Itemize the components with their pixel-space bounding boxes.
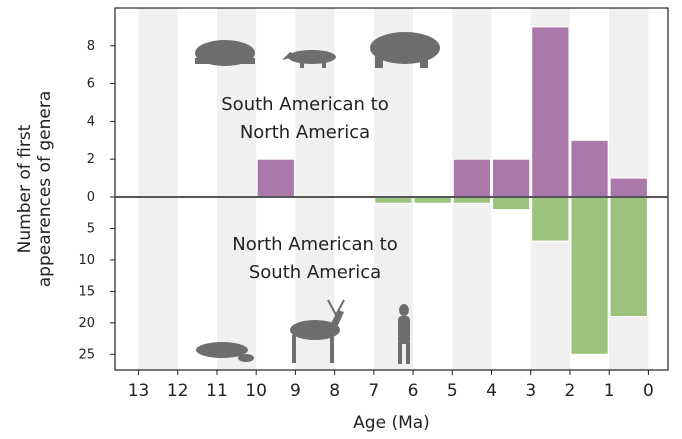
y2-tick-label: 10 xyxy=(78,253,95,268)
x-tick-label: 10 xyxy=(245,381,267,401)
x-axis-label: Age (Ma) xyxy=(353,413,430,433)
series-label: North America xyxy=(240,122,370,143)
bar xyxy=(256,158,295,198)
bar xyxy=(452,158,492,198)
series-label: North American to xyxy=(232,234,398,255)
y-tick-label: 8 xyxy=(87,39,95,54)
x-tick-label: 4 xyxy=(486,381,497,401)
plot-frame xyxy=(114,7,669,371)
bar xyxy=(570,139,609,198)
x-tick-label: 7 xyxy=(368,381,379,401)
bar xyxy=(570,196,609,355)
y2-tick-label: 20 xyxy=(78,316,95,331)
bar xyxy=(531,196,570,242)
y-tick-label: 6 xyxy=(87,77,95,92)
background-stripe xyxy=(138,8,178,370)
x-tick-label: 13 xyxy=(128,381,150,401)
bar xyxy=(609,177,648,198)
animal-silhouettes xyxy=(195,32,440,364)
x-tick-label: 2 xyxy=(565,381,576,401)
bar xyxy=(609,196,648,318)
background-stripe xyxy=(295,8,335,370)
x-tick-label: 9 xyxy=(290,381,301,401)
x-tick-label: 1 xyxy=(604,381,615,401)
y-axis-label: appearences of genera xyxy=(35,91,55,287)
y2-tick-label: 5 xyxy=(87,221,95,236)
series-label: South America xyxy=(249,262,381,283)
bar xyxy=(492,158,531,198)
background-stripe xyxy=(216,8,257,370)
x-tick-label: 3 xyxy=(525,381,536,401)
y-axis-label: Number of first xyxy=(15,124,35,253)
x-tick-label: 0 xyxy=(643,381,654,401)
x-tick-label: 6 xyxy=(408,381,419,401)
y2-tick-label: 15 xyxy=(78,284,95,299)
y-tick-label: 2 xyxy=(87,152,95,167)
x-tick-label: 11 xyxy=(206,381,228,401)
y-tick-label: 0 xyxy=(87,190,95,205)
x-tick-label: 12 xyxy=(167,381,189,401)
bar xyxy=(492,196,531,211)
y2-tick-label: 25 xyxy=(78,347,95,362)
series-label: South American to xyxy=(221,94,388,115)
y-tick-label: 4 xyxy=(87,114,95,129)
x-tick-label: 5 xyxy=(447,381,458,401)
bar xyxy=(531,26,570,198)
x-tick-label: 8 xyxy=(329,381,340,401)
